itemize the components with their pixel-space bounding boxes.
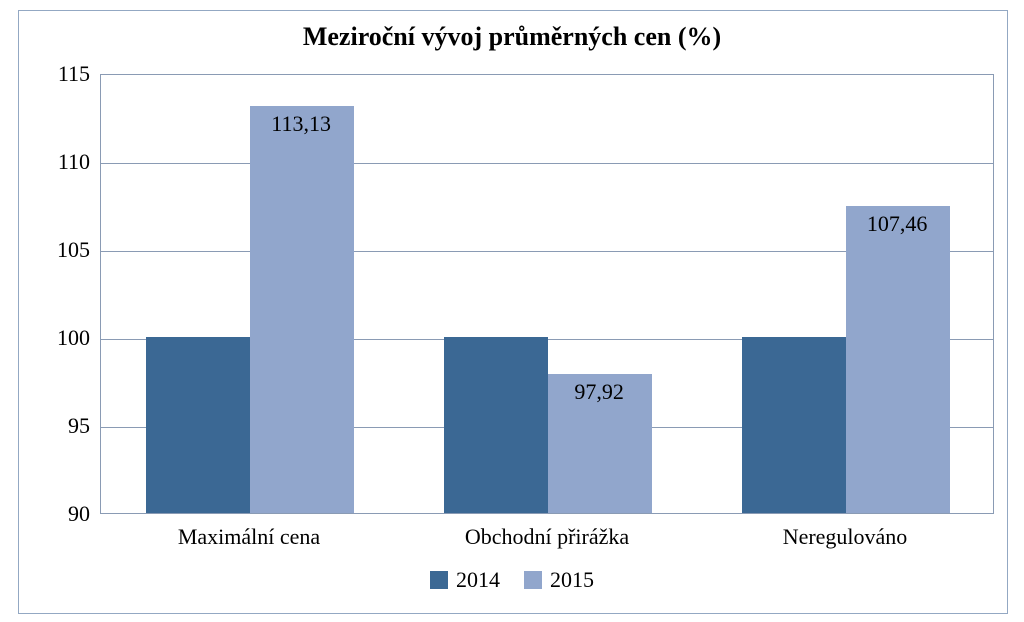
legend-swatch <box>430 571 448 589</box>
legend-label: 2015 <box>550 567 594 593</box>
x-axis-tick-label: Neregulováno <box>783 524 908 550</box>
legend-item: 2014 <box>430 567 500 593</box>
y-axis-tick-label: 105 <box>30 237 90 263</box>
data-label: 97,92 <box>574 379 624 405</box>
legend-item: 2015 <box>524 567 594 593</box>
data-label: 107,46 <box>867 211 928 237</box>
data-label: 113,13 <box>271 111 331 137</box>
chart-title: Meziroční vývoj průměrných cen (%) <box>18 22 1006 52</box>
x-axis-tick-label: Maximální cena <box>178 524 320 550</box>
y-axis-tick-label: 115 <box>30 61 90 87</box>
y-axis-tick-label: 95 <box>30 413 90 439</box>
bar-2014-0 <box>146 337 250 513</box>
bar-2014-2 <box>742 337 846 513</box>
y-axis-tick-label: 90 <box>30 501 90 527</box>
legend-label: 2014 <box>456 567 500 593</box>
x-axis-tick-label: Obchodní přirážka <box>465 524 629 550</box>
bar-2015-2 <box>846 206 950 513</box>
y-axis-tick-label: 100 <box>30 325 90 351</box>
plot-area <box>100 74 994 514</box>
chart-container: Meziroční vývoj průměrných cen (%) 20142… <box>0 0 1024 622</box>
y-axis-tick-label: 110 <box>30 149 90 175</box>
bar-2015-0 <box>250 106 354 513</box>
legend: 2014 2015 <box>18 560 1006 600</box>
gridline <box>101 163 993 164</box>
bar-2014-1 <box>444 337 548 513</box>
legend-swatch <box>524 571 542 589</box>
